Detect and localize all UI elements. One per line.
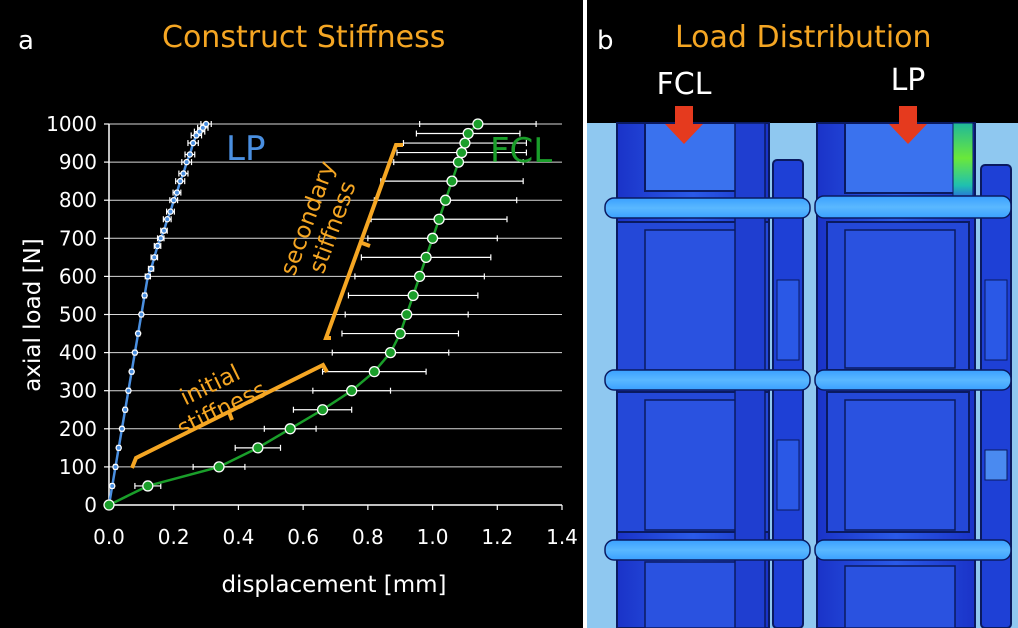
y-tick-label: 600 — [59, 264, 97, 288]
panel-a: a Construct Stiffness 0 100 200 300 400 500 60… — [18, 20, 578, 598]
lp-load-arrow — [889, 106, 927, 144]
fcl-point — [426, 232, 439, 244]
fcl-point — [316, 404, 329, 416]
series-fcl — [103, 118, 537, 511]
panel-a-letter: a — [18, 26, 34, 56]
lp-point — [189, 139, 197, 147]
fea-visualization: FCL LP — [587, 63, 1018, 628]
fcl-point — [413, 270, 426, 283]
panel-divider — [583, 0, 587, 628]
fcl-point — [459, 137, 471, 149]
lp-point — [183, 158, 190, 166]
lp-point — [112, 463, 119, 471]
lp-point — [108, 482, 116, 490]
y-tick-label: 1000 — [46, 112, 97, 136]
lp-point — [202, 120, 210, 128]
lp-point — [176, 177, 184, 185]
lp-point — [141, 292, 148, 299]
lp-point — [118, 425, 126, 433]
panel-b: b Load Distribution — [587, 0, 1018, 628]
fcl-point — [452, 156, 465, 168]
fcl-point — [213, 461, 225, 473]
fcl-load-arrow — [665, 106, 703, 144]
fcl-point — [368, 365, 380, 378]
y-tick-label: 0 — [84, 493, 97, 517]
lp-point — [125, 387, 132, 394]
fcl-point — [384, 346, 397, 359]
fcl-point — [401, 308, 413, 321]
fcl-point — [472, 118, 484, 130]
y-tick-label: 700 — [59, 226, 97, 250]
fcl-point — [252, 442, 264, 454]
fcl-construct — [604, 122, 811, 628]
fcl-point — [456, 146, 468, 159]
x-tick-label: 0.6 — [287, 525, 319, 549]
y-tick-labels: 0 100 200 300 400 500 600 700 800 900 1000 — [46, 112, 97, 517]
fcl-label: FCL — [657, 67, 712, 102]
fcl-point — [142, 480, 154, 492]
initial-stiffness-tick — [227, 411, 234, 421]
fcl-point — [446, 175, 458, 187]
x-tick-label: 1.4 — [546, 525, 578, 549]
lp-point — [138, 311, 145, 318]
lp-point — [154, 242, 161, 250]
axes — [104, 123, 563, 510]
y-tick-label: 200 — [59, 417, 97, 441]
y-tick-label: 900 — [59, 150, 97, 174]
legend-lp: LP — [226, 129, 265, 169]
lp-point — [115, 444, 122, 452]
lp-point — [173, 189, 181, 196]
panel-a-title: Construct Stiffness — [162, 20, 446, 55]
panel-b-letter: b — [597, 26, 614, 56]
fcl-point — [407, 289, 419, 302]
lp-construct — [814, 122, 1012, 628]
legend-fcl: FCL — [490, 131, 552, 171]
x-tick-label: 0.2 — [158, 525, 190, 549]
fcl-point — [346, 385, 358, 397]
y-tick-label: 500 — [59, 303, 97, 327]
lp-point — [160, 227, 168, 234]
y-tick-label: 300 — [59, 379, 97, 403]
lp-point — [180, 170, 187, 177]
secondary-stiffness-tick — [361, 241, 371, 248]
fcl-point — [420, 251, 432, 264]
lp-point — [121, 406, 129, 413]
lp-point — [151, 254, 158, 261]
series-lp — [105, 120, 212, 509]
x-tick-label: 0.4 — [223, 525, 255, 549]
fcl-point — [284, 423, 296, 435]
x-axis-label: displacement [mm] — [221, 572, 446, 598]
fcl-point — [433, 213, 445, 225]
lp-point — [157, 235, 165, 242]
lp-point — [186, 151, 194, 158]
lp-point — [163, 215, 171, 223]
lp-label: LP — [891, 63, 926, 98]
x-tick-label: 1.2 — [481, 525, 513, 549]
lp-point — [167, 208, 174, 215]
y-tick-label: 100 — [59, 455, 97, 479]
x-tick-label: 0.8 — [352, 525, 384, 549]
x-tick-label: 1.0 — [417, 525, 449, 549]
fcl-point — [103, 499, 115, 511]
y-tick-label: 400 — [59, 341, 97, 365]
lp-point — [170, 196, 177, 204]
secondary-stiffness-bracket — [323, 143, 403, 340]
fcl-point — [394, 327, 406, 340]
lp-point — [128, 368, 135, 375]
x-tick-labels: 0.0 0.2 0.4 0.6 0.8 1.0 1.2 1.4 — [93, 525, 578, 549]
x-tick-label: 0.0 — [93, 525, 125, 549]
fcl-point — [462, 127, 474, 140]
initial-stiffness-bracket — [130, 362, 329, 469]
lp-point — [147, 265, 155, 273]
lp-point — [131, 349, 139, 356]
lp-point — [144, 273, 152, 280]
lp-point — [134, 330, 142, 337]
y-axis-label: axial load [N] — [20, 238, 46, 392]
y-tick-label: 800 — [59, 188, 97, 212]
panel-b-title: Load Distribution — [675, 20, 932, 55]
fcl-point — [439, 194, 452, 206]
